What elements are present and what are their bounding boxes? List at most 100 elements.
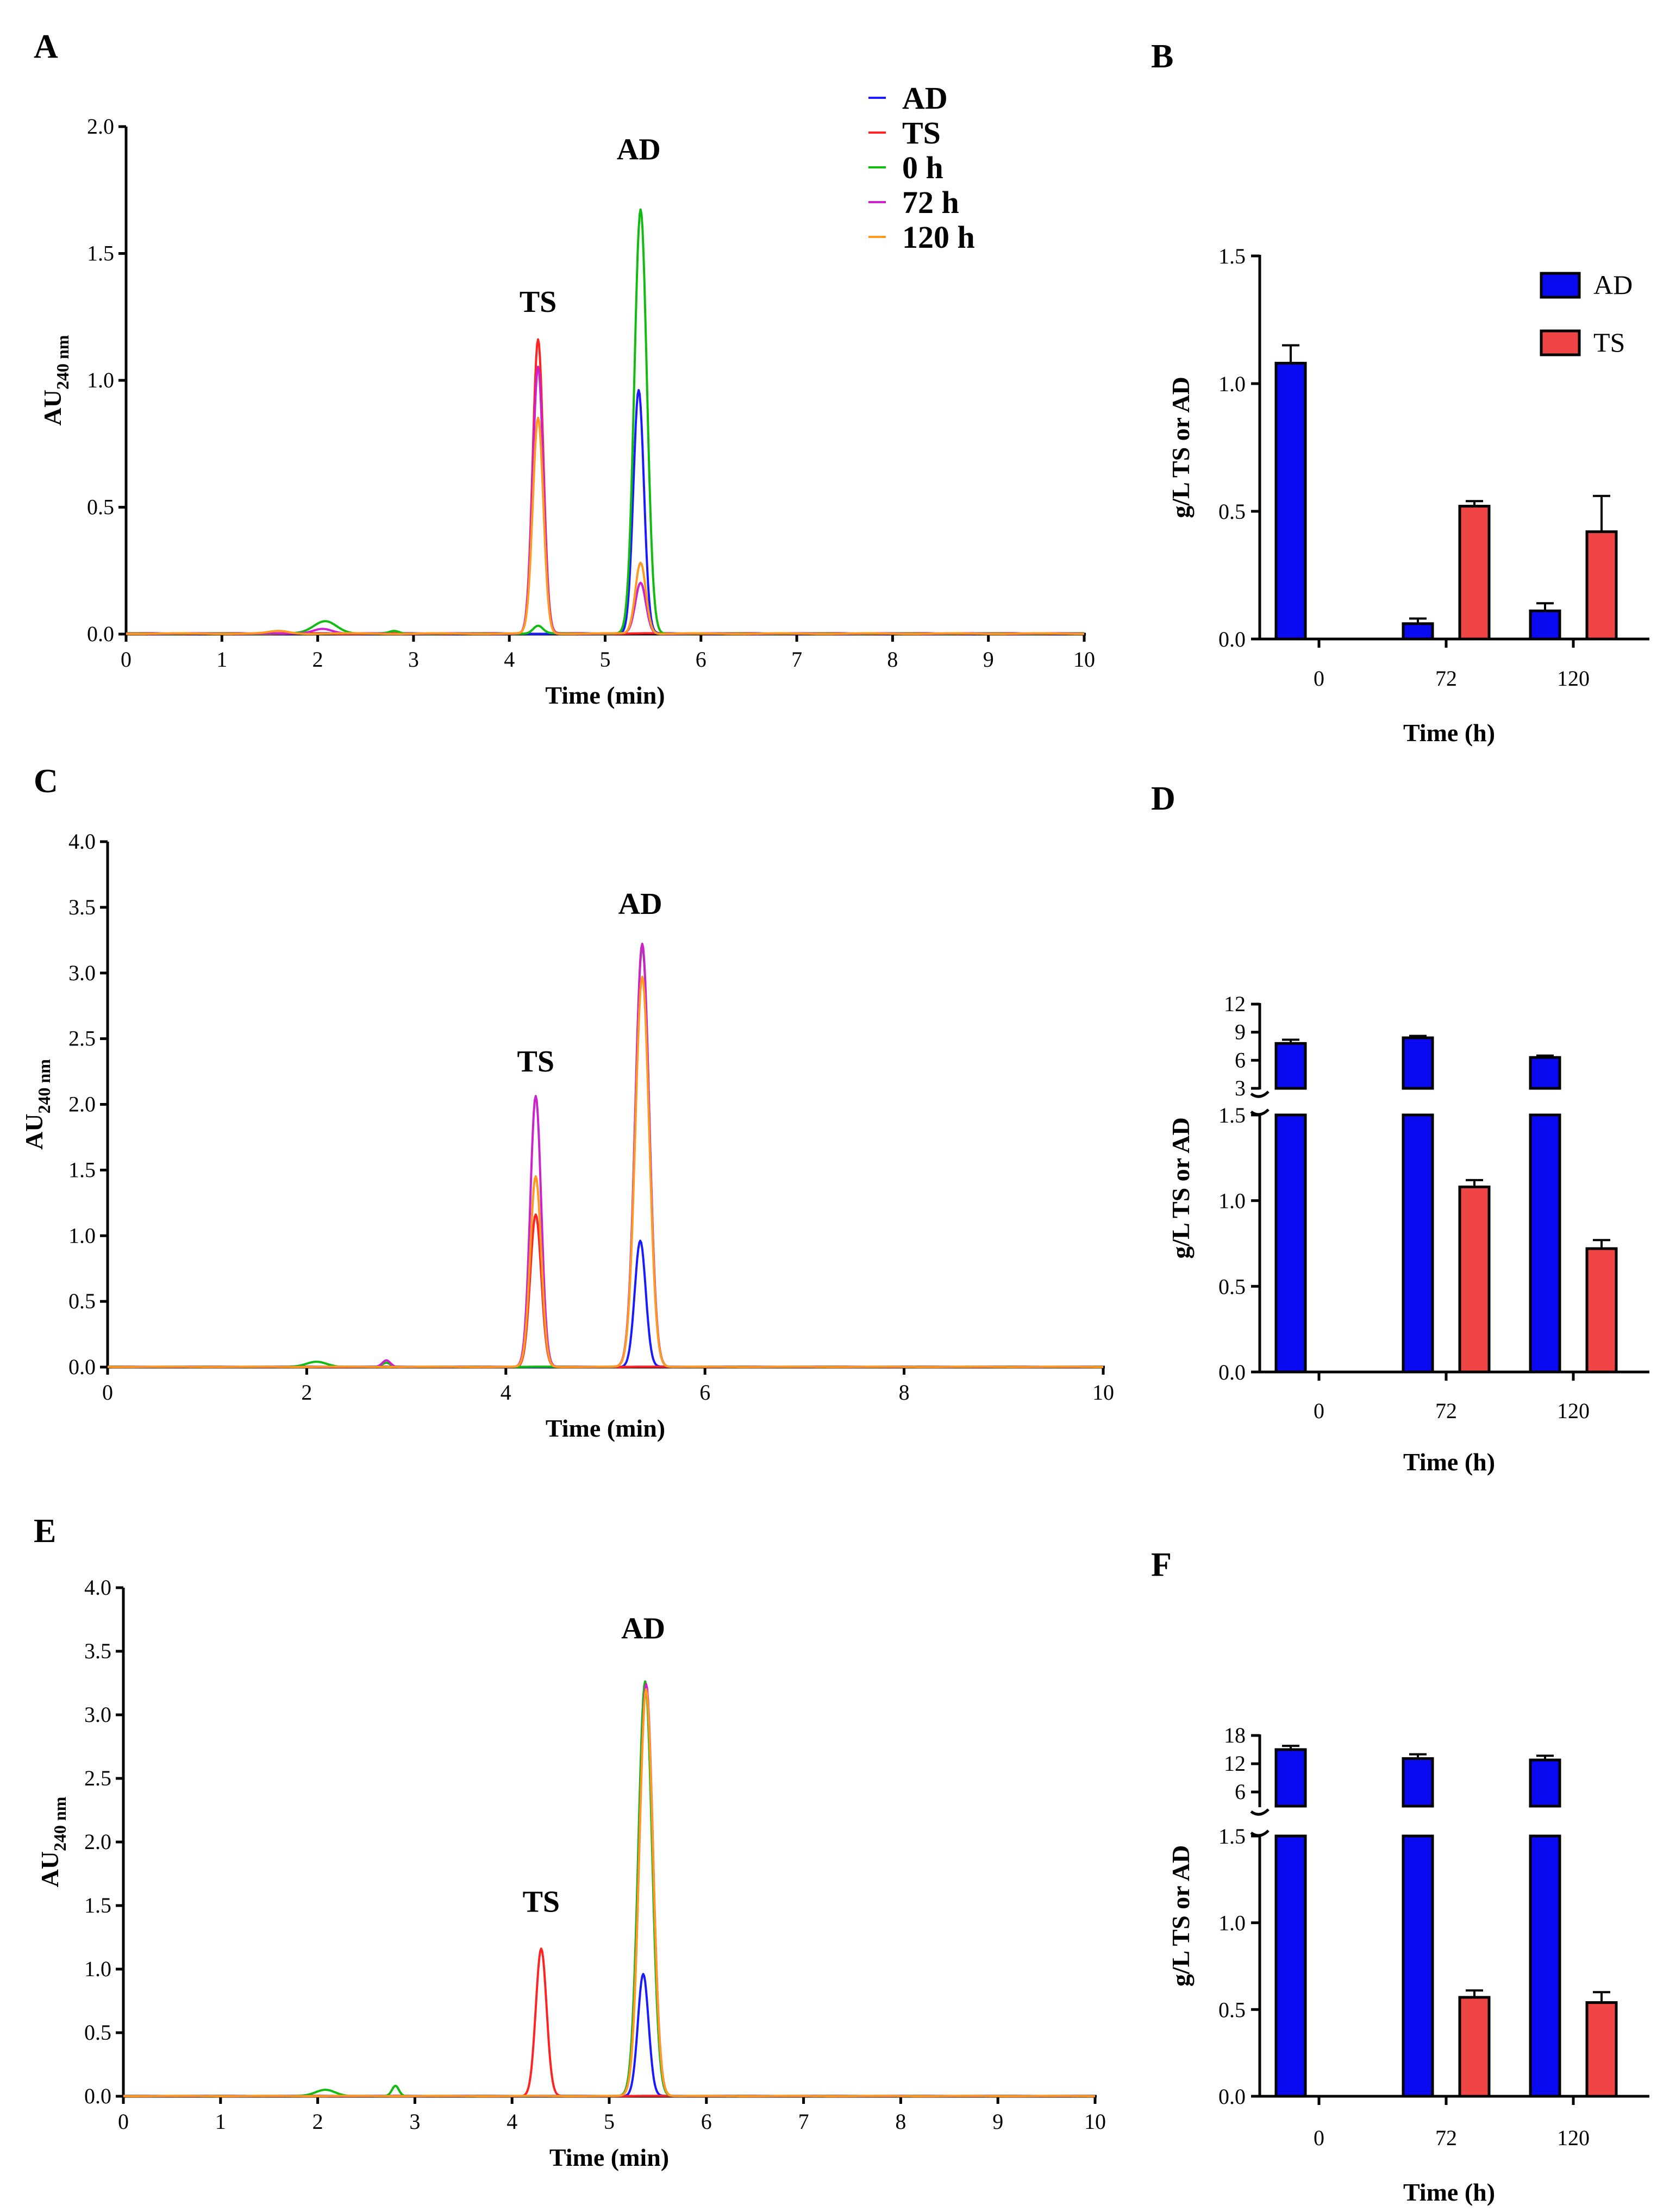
- axis-break-mark: [1250, 1091, 1270, 1098]
- y-axis-title-subscript: 240 nm: [34, 1059, 54, 1114]
- y-axis-title-subscript: 240 nm: [53, 335, 72, 390]
- y-axis-title: g/L TS or AD: [1167, 1117, 1195, 1258]
- x-tick-label: 10: [1073, 647, 1095, 672]
- y-tick-label-upper: 6: [1235, 1779, 1246, 1804]
- y-tick-label: 0.0: [84, 2084, 111, 2108]
- x-tick-label: 10: [1092, 1380, 1114, 1405]
- chromatogram-panel-C: C 0 2 4 6 8 10 0.0 0.5 1.0 1.5 2.0 2.5 3.0 3.5 4.0 Time …: [20, 763, 1114, 1442]
- x-axis-title: Time (h): [1403, 2178, 1495, 2206]
- legend-label: AD: [1593, 270, 1633, 300]
- peak-label-TS: TS: [517, 1045, 555, 1079]
- y-tick-label: 4.0: [68, 829, 96, 854]
- y-tick-label: 3.5: [84, 1639, 111, 1663]
- panel-label: B: [1151, 38, 1173, 75]
- y-tick-label: 2.0: [87, 114, 114, 139]
- trace-TS: [123, 1947, 1096, 2097]
- x-tick-label: 10: [1084, 2109, 1106, 2134]
- bar-AD-72h-upper: [1402, 1757, 1434, 1808]
- x-tick-label: 6: [696, 647, 706, 672]
- panel-label: C: [34, 763, 58, 800]
- bar-AD-120h: [1529, 1113, 1561, 1374]
- y-tick-label: 0.0: [87, 622, 114, 646]
- x-axis-title: Time (min): [549, 2144, 669, 2171]
- peak-label-AD: AD: [618, 887, 662, 921]
- axis-break-mark: [1250, 1808, 1270, 1816]
- x-tick-label: 120: [1557, 666, 1590, 691]
- y-tick-label: 2.0: [84, 1829, 111, 1854]
- y-axis-title-main: AU: [20, 1114, 48, 1150]
- y-tick-label: 1.5: [87, 241, 114, 266]
- trace-TS: [107, 1213, 1104, 1368]
- bar-AD-0h: [1274, 361, 1307, 641]
- y-axis-title-main: AU: [39, 390, 66, 425]
- y-tick-label: 0.5: [1218, 1997, 1246, 2022]
- x-tick-label: 3: [408, 647, 419, 672]
- y-axis-title: AU240 nm: [39, 335, 72, 425]
- x-tick-label: 72: [1435, 666, 1457, 691]
- x-tick-label: 0: [1314, 666, 1324, 691]
- x-tick-label: 9: [983, 647, 994, 672]
- legend-label: 72 h: [902, 185, 959, 220]
- x-tick-label: 0: [102, 1380, 113, 1405]
- bar-AD-120h-upper: [1529, 1056, 1561, 1090]
- x-tick-label: 4: [504, 647, 515, 672]
- x-tick-label: 2: [312, 647, 323, 672]
- bar-AD-72h: [1402, 1113, 1434, 1374]
- peak-label-AD: AD: [617, 133, 661, 167]
- y-tick-label-upper: 9: [1235, 1020, 1246, 1044]
- x-tick-label: 120: [1557, 1399, 1590, 1423]
- y-tick-label: 1.5: [84, 1893, 111, 1918]
- y-tick-label: 0.5: [1218, 499, 1246, 524]
- bar-AD-72h: [1402, 1834, 1434, 2098]
- y-axis-title: g/L TS or AD: [1167, 377, 1195, 518]
- bar-AD-120h-upper: [1529, 1758, 1561, 1808]
- y-tick-label: 3.0: [68, 961, 96, 985]
- bar-TS-72h: [1458, 1185, 1491, 1374]
- trace-72-h: [107, 943, 1104, 1368]
- y-tick-label: 1.5: [1218, 244, 1246, 268]
- y-tick-label-upper: 3: [1235, 1076, 1246, 1100]
- y-tick-label-upper: 18: [1224, 1723, 1246, 1747]
- y-tick-label: 4.0: [84, 1575, 111, 1600]
- legend-label: 120 h: [902, 220, 975, 255]
- x-tick-label: 0: [1314, 2126, 1324, 2150]
- y-tick-label: 3.5: [68, 895, 96, 919]
- trace-120-h: [126, 416, 1085, 635]
- panel-label: D: [1151, 780, 1175, 817]
- bar-AD-120h: [1529, 609, 1561, 641]
- y-tick-label: 0.5: [84, 2020, 111, 2045]
- y-axis-title: AU240 nm: [36, 1796, 70, 1887]
- trace-TS: [126, 338, 1085, 635]
- x-tick-label: 6: [701, 2109, 712, 2134]
- legend-label: 0 h: [902, 150, 943, 185]
- trace-AD: [126, 388, 1085, 635]
- y-tick-label: 1.0: [84, 1957, 111, 1981]
- y-axis-title: g/L TS or AD: [1167, 1845, 1195, 1987]
- y-tick-label: 0.0: [1218, 627, 1246, 651]
- x-tick-label: 3: [409, 2109, 420, 2134]
- bar-AD-0h-upper: [1274, 1748, 1307, 1808]
- y-tick-label: 0.5: [68, 1289, 96, 1313]
- trace-120-h: [107, 975, 1104, 1368]
- bar-AD-72h-upper: [1402, 1036, 1434, 1090]
- panel-label: A: [34, 28, 58, 65]
- y-tick-label: 1.0: [1218, 1911, 1246, 1935]
- bar-TS-120h: [1585, 1247, 1618, 1374]
- x-tick-label: 7: [791, 647, 802, 672]
- trace-AD: [107, 1239, 1104, 1368]
- x-tick-label: 5: [604, 2109, 615, 2134]
- y-tick-label: 1.5: [68, 1157, 96, 1182]
- x-tick-label: 6: [699, 1380, 710, 1405]
- bar-AD-0h: [1274, 1113, 1307, 1374]
- y-tick-label: 1.0: [68, 1223, 96, 1248]
- panel-label: F: [1151, 1546, 1172, 1583]
- x-tick-label: 9: [992, 2109, 1003, 2134]
- y-tick-label: 0.5: [87, 495, 114, 519]
- y-tick-label-upper: 6: [1235, 1048, 1246, 1072]
- x-tick-label: 2: [301, 1380, 312, 1405]
- y-tick-label: 1.0: [87, 368, 114, 392]
- y-axis-title-subscript: 240 nm: [50, 1796, 70, 1851]
- x-axis-title: Time (h): [1403, 719, 1495, 747]
- y-axis-title-main: AU: [36, 1851, 64, 1887]
